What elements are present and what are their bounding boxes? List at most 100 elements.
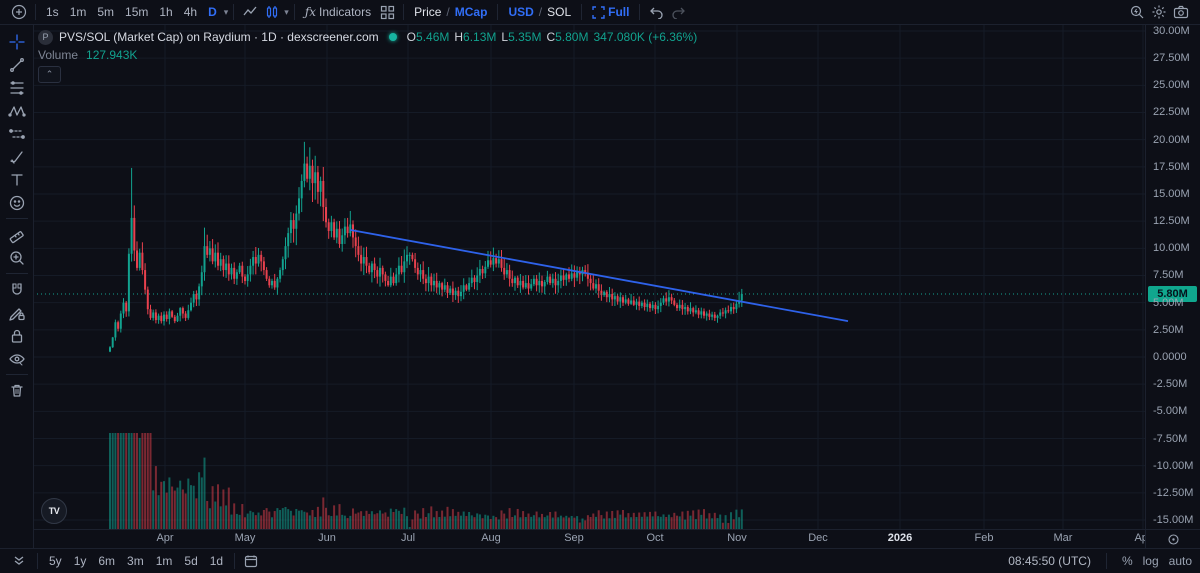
settings-gear-icon[interactable] <box>1148 2 1170 22</box>
range-3m[interactable]: 3m <box>127 554 144 568</box>
volume-bar <box>643 512 646 529</box>
measure-ruler-icon[interactable] <box>3 223 31 246</box>
add-icon[interactable] <box>8 2 30 22</box>
timeframe-1s[interactable]: 1s <box>46 5 59 19</box>
legend-symbol-row[interactable]: P PVS/SOL (Market Cap) on Raydium · 1D ·… <box>38 29 697 45</box>
lock-all-drawings-icon[interactable] <box>3 324 31 347</box>
timeframe-1m[interactable]: 1m <box>69 5 87 19</box>
volume-bar <box>595 516 597 529</box>
candle <box>700 311 703 315</box>
volume-bar <box>362 515 365 529</box>
volume-bar <box>265 508 268 529</box>
candle <box>476 275 479 283</box>
candle <box>662 298 665 303</box>
legend-collapse-button[interactable]: ⌃ <box>38 66 61 83</box>
volume-bar <box>238 514 241 529</box>
magnet-mode-icon[interactable] <box>3 278 31 301</box>
price-axis-label: 17.50M <box>1153 160 1190 173</box>
close-label: C <box>546 30 556 44</box>
range-5y[interactable]: 5y <box>49 554 62 568</box>
candle <box>287 233 290 247</box>
remove-drawings-trash-icon[interactable] <box>3 379 31 402</box>
indicator-templates-icon[interactable] <box>376 2 398 22</box>
symbol-title[interactable]: PVS/SOL (Market Cap) on Raydium · 1D · d… <box>59 30 379 44</box>
volume-bar <box>484 514 487 529</box>
zoom-in-icon[interactable] <box>3 246 31 269</box>
candle <box>640 302 643 306</box>
fullscreen-button[interactable]: Full <box>587 3 634 21</box>
volume-bar <box>195 498 198 529</box>
chevron-down-icon[interactable]: ▾ <box>284 6 289 17</box>
candle <box>562 275 565 280</box>
candle <box>470 277 473 284</box>
emoji-tool-icon[interactable] <box>3 191 31 214</box>
xabcd-pattern-tool-icon[interactable] <box>3 99 31 122</box>
price-axis[interactable]: 5.80M 30.00M 27.50M 25.00M 22.50M 20.00M 17.5… <box>1145 25 1200 530</box>
candle <box>694 310 697 313</box>
crosshair-tool-icon[interactable] <box>3 30 31 53</box>
volume-bar <box>133 433 136 529</box>
trendline <box>349 228 849 323</box>
timeframe-4h[interactable]: 4h <box>183 5 198 19</box>
volume-bar <box>478 514 481 529</box>
trend-line-tool-icon[interactable] <box>3 53 31 76</box>
usd-sol-toggle[interactable]: USD / SOL <box>503 3 576 21</box>
timeframe-5m[interactable]: 5m <box>97 5 115 19</box>
range-1y[interactable]: 1y <box>73 554 87 568</box>
time-axis[interactable]: Apr May Jun Jul Aug Sep Oct Nov Dec 2026 Feb Mar Apr <box>33 529 1152 548</box>
volume-bar <box>646 516 649 529</box>
text-tool-icon[interactable] <box>3 168 31 191</box>
timeframe-15m[interactable]: 15m <box>125 5 149 19</box>
auto-scale-toggle[interactable]: auto <box>1168 554 1192 568</box>
indicators-button[interactable]: ƒx Indicators <box>300 3 376 21</box>
brush-tool-icon[interactable] <box>3 145 31 168</box>
volume-bar <box>721 522 724 529</box>
candle <box>573 273 576 278</box>
candle <box>705 313 708 316</box>
range-5d[interactable]: 5d <box>184 554 198 568</box>
candle <box>408 254 411 256</box>
axis-settings-corner[interactable] <box>1145 529 1200 548</box>
volume-bar <box>559 515 562 529</box>
tradingview-logo[interactable]: TV <box>41 498 67 524</box>
redo-icon[interactable] <box>667 2 689 22</box>
plot-area[interactable] <box>33 25 1146 530</box>
candle <box>732 307 735 310</box>
drawing-mode-lock-icon[interactable] <box>3 301 31 324</box>
price-mcap-toggle[interactable]: Price / MCap <box>409 3 492 21</box>
clock-utc[interactable]: 08:45:50 (UTC) <box>1008 554 1091 568</box>
volume-bar <box>233 503 236 529</box>
candle-chart-type-icon[interactable] <box>261 2 283 22</box>
candle <box>719 312 722 316</box>
fib-retracement-tool-icon[interactable] <box>3 76 31 99</box>
screenshot-camera-icon[interactable] <box>1170 2 1192 22</box>
candle <box>354 237 357 247</box>
line-chart-type-icon[interactable] <box>239 2 261 22</box>
range-1d[interactable]: 1d <box>209 554 224 568</box>
quick-search-icon[interactable] <box>1126 2 1148 22</box>
volume-bar <box>527 513 530 529</box>
candle <box>125 302 128 312</box>
timeframe-1h[interactable]: 1h <box>159 5 173 19</box>
hide-drawings-eye-icon[interactable] <box>3 347 31 370</box>
candle <box>530 284 533 289</box>
candle <box>543 282 546 287</box>
volume-bar <box>616 510 619 529</box>
collapse-panel-icon[interactable] <box>8 551 30 571</box>
go-to-date-calendar-icon[interactable] <box>240 551 262 571</box>
volume-bar <box>333 505 336 529</box>
volume-bar <box>235 513 238 529</box>
legend-volume-row[interactable]: Volume 127.943K <box>38 47 697 63</box>
log-scale-toggle[interactable]: log <box>1142 554 1159 568</box>
chevron-down-icon[interactable]: ▾ <box>223 6 229 17</box>
undo-icon[interactable] <box>645 2 667 22</box>
timeframe-active-d[interactable]: D <box>208 5 217 19</box>
volume-bar <box>422 508 425 529</box>
candle <box>551 278 554 284</box>
candle <box>360 254 363 264</box>
projection-tool-icon[interactable] <box>3 122 31 145</box>
percent-scale-toggle[interactable]: % <box>1121 554 1133 568</box>
range-1m[interactable]: 1m <box>155 554 173 568</box>
range-6m[interactable]: 6m <box>98 554 116 568</box>
